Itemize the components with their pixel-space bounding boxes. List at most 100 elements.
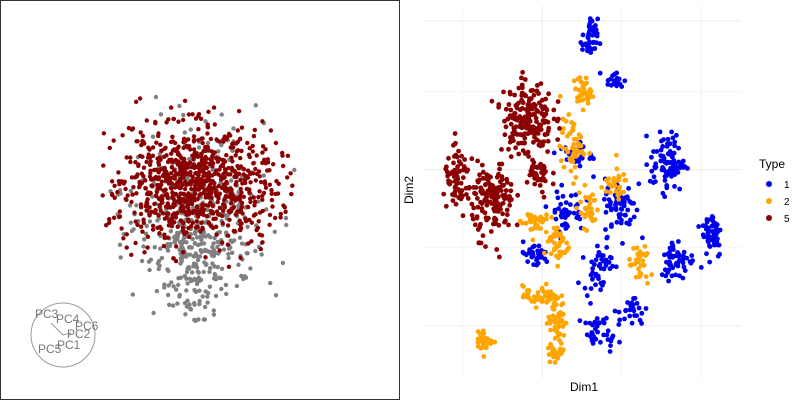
biplot-point-red (124, 155, 129, 160)
tsne-point-type-2 (608, 190, 613, 195)
biplot-point-red (147, 162, 153, 167)
biplot-point-grey (190, 270, 195, 275)
biplot-point-red (159, 179, 164, 184)
tsne-point-type-1 (713, 225, 719, 231)
legend-key-1 (766, 181, 772, 187)
biplot-point-grey (212, 272, 217, 277)
tsne-point-type-1 (576, 280, 581, 286)
biplot-point-red (187, 234, 192, 240)
biplot-point-grey (217, 230, 222, 235)
tsne-point-type-5 (452, 185, 458, 191)
biplot-point-red (220, 163, 226, 169)
tsne-point-type-5 (517, 124, 522, 129)
tsne-point-type-1 (616, 322, 622, 327)
biplot-point-red (206, 195, 211, 200)
legend-label-1: 1 (784, 180, 790, 191)
biplot-point-grey (152, 245, 157, 250)
tsne-point-type-1 (601, 266, 607, 272)
tsne-point-type-5 (476, 240, 482, 246)
tsne-point-type-1 (613, 264, 619, 270)
loading-label-pc2: PC2 (67, 327, 91, 341)
biplot-point-grey (175, 301, 180, 306)
biplot-point-red (133, 99, 139, 105)
tsne-point-type-5 (477, 172, 482, 178)
biplot-point-red (273, 191, 278, 197)
biplot-point-red (251, 161, 256, 166)
tsne-point-type-2 (557, 93, 563, 99)
tsne-point-type-2 (621, 189, 627, 195)
tsne-point-type-5 (473, 185, 479, 190)
tsne-point-type-2 (643, 274, 649, 279)
biplot-point-red (238, 155, 243, 161)
biplot-point-red (136, 162, 141, 167)
tsne-point-type-5 (506, 222, 511, 228)
biplot-point-grey (134, 203, 139, 208)
biplot-point-red (129, 252, 134, 257)
biplot-point-red (116, 214, 122, 220)
tsne-point-type-1 (580, 255, 586, 260)
tsne-point-type-2 (585, 97, 591, 103)
biplot-point-red (158, 167, 164, 172)
biplot-point-red (195, 205, 200, 210)
tsne-point-type-5 (522, 140, 527, 146)
tsne-point-type-5 (493, 195, 498, 201)
biplot-point-red (170, 134, 175, 139)
biplot-point-grey (205, 300, 210, 305)
biplot-point-red (145, 208, 150, 213)
biplot-point-red (115, 189, 120, 195)
biplot-point-grey (128, 188, 134, 194)
tsne-point-type-5 (534, 88, 540, 94)
biplot-point-red (187, 160, 193, 165)
tsne-point-type-5 (453, 201, 459, 207)
tsne-point-type-2 (544, 299, 550, 305)
biplot-point-grey (202, 304, 208, 310)
tsne-point-type-2 (480, 344, 485, 350)
tsne-point-type-2 (478, 335, 484, 341)
tsne-point-type-1 (622, 78, 628, 84)
tsne-point-type-2 (533, 305, 539, 310)
tsne-point-type-2 (492, 339, 498, 345)
biplot-point-grey (218, 275, 223, 281)
biplot-point-red (190, 178, 195, 183)
biplot-point-red (198, 207, 204, 213)
biplot-point-red (198, 116, 204, 122)
biplot-point-red (214, 232, 219, 237)
tsne-point-type-1 (713, 239, 718, 245)
tsne-point-type-1 (629, 320, 635, 326)
tsne-point-type-5 (460, 175, 466, 181)
tsne-point-type-5 (525, 149, 531, 155)
biplot-point-grey (147, 219, 153, 224)
biplot-point-red (239, 125, 245, 130)
tsne-point-type-5 (506, 146, 511, 152)
biplot-point-red (172, 176, 177, 181)
biplot-point-red (235, 128, 240, 133)
biplot-point-red (259, 233, 265, 238)
tsne-point-type-2 (649, 272, 655, 278)
tsne-point-type-2 (530, 237, 536, 243)
biplot-point-red (172, 185, 178, 190)
tsne-point-type-5 (508, 188, 514, 194)
tsne-point-type-2 (575, 76, 581, 82)
tsne-point-type-1 (534, 257, 539, 263)
tsne-point-type-2 (551, 349, 556, 355)
tsne-point-type-5 (528, 128, 534, 134)
tsne-point-type-2 (530, 226, 535, 232)
biplot-point-grey (197, 302, 202, 307)
tsne-point-type-2 (640, 258, 646, 264)
biplot-point-red (250, 143, 255, 149)
tsne-point-type-1 (580, 47, 585, 52)
biplot-point-red (134, 191, 139, 196)
tsne-point-type-1 (577, 163, 583, 169)
tsne-point-type-5 (458, 180, 464, 186)
tsne-point-type-1 (670, 265, 676, 271)
tsne-point-type-2 (560, 324, 566, 329)
biplot-point-grey (214, 250, 219, 256)
biplot-point-red (260, 144, 266, 149)
biplot-point-red (285, 175, 290, 180)
tsne-point-type-5 (542, 104, 548, 110)
biplot-point-grey (253, 248, 258, 254)
tsne-point-type-1 (677, 186, 683, 192)
biplot-point-red (237, 197, 243, 203)
tsne-point-type-1 (620, 241, 625, 246)
biplot-point-grey (197, 288, 202, 293)
